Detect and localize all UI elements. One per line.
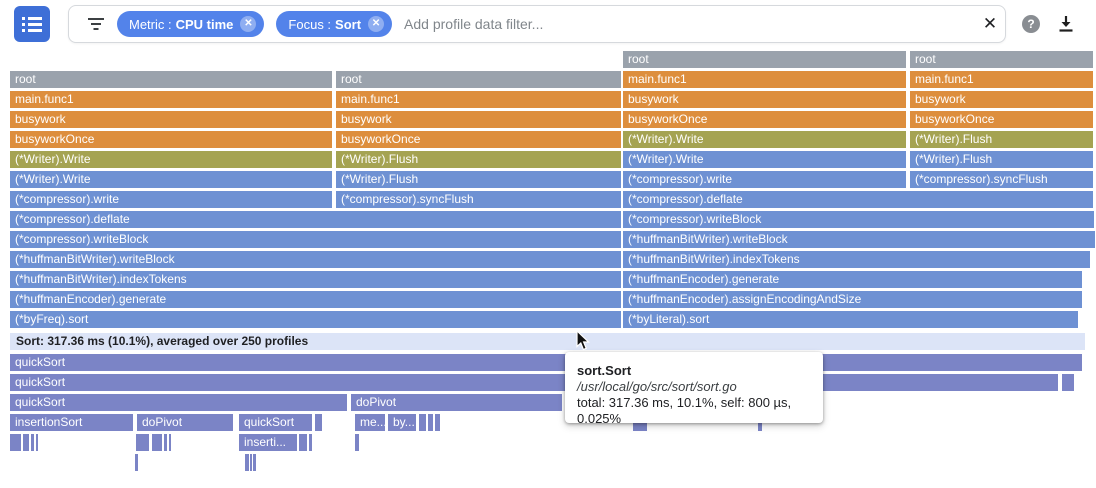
flame-block[interactable]: main.func1 [336, 91, 621, 108]
flame-block[interactable]: busywork [336, 111, 621, 128]
flame-block[interactable]: (*Writer).Flush [336, 151, 621, 168]
flame-block[interactable]: inserti... [239, 434, 297, 451]
flame-block[interactable]: busyworkOnce [623, 111, 906, 128]
flame-block[interactable]: quickSort [10, 354, 1082, 371]
flame-block[interactable]: (*byLiteral).sort [623, 311, 1078, 328]
flame-block[interactable]: (*huffmanEncoder).generate [10, 291, 621, 308]
tooltip-source-path: /usr/local/go/src/sort/sort.go [577, 379, 737, 394]
function-tooltip: sort.Sort /usr/local/go/src/sort/sort.go… [565, 352, 823, 426]
tooltip-function-name: sort.Sort [577, 363, 632, 378]
filter-list-icon [87, 17, 105, 31]
flame-block[interactable]: busyworkOnce [10, 131, 332, 148]
flame-block[interactable] [250, 454, 252, 471]
flame-block[interactable]: root [623, 51, 906, 68]
chip-metric-value: CPU time [175, 16, 234, 32]
download-icon [1059, 16, 1073, 32]
chip-focus-value: Sort [335, 16, 362, 32]
flame-block[interactable]: main.func1 [910, 71, 1093, 88]
flame-block[interactable]: (*huffmanBitWriter).writeBlock [10, 251, 621, 268]
flame-block[interactable]: (*Writer).Flush [910, 131, 1093, 148]
filter-input[interactable] [404, 16, 975, 32]
mouse-cursor-icon [576, 330, 590, 351]
tooltip-stats: total: 317.36 ms, 10.1%, self: 800 µs, 0… [577, 395, 792, 426]
flame-block[interactable]: (*Writer).Flush [336, 171, 621, 188]
menu-button[interactable] [14, 6, 50, 42]
flame-block[interactable]: quickSort [10, 374, 1058, 391]
flame-block[interactable] [435, 414, 440, 431]
download-button[interactable] [1056, 14, 1076, 34]
flame-block[interactable]: insertionSort [10, 414, 133, 431]
flame-block[interactable]: (*byFreq).sort [10, 311, 621, 328]
flame-block[interactable]: by... [388, 414, 416, 431]
flame-block[interactable]: quickSort [239, 414, 312, 431]
filter-bar: Metric :CPU time ✕ Focus :Sort ✕ ✕ [68, 5, 1006, 43]
flame-block[interactable] [136, 434, 149, 451]
flame-block[interactable] [299, 434, 307, 451]
flame-block[interactable]: (*huffmanEncoder).assignEncodingAndSize [623, 291, 1082, 308]
flame-block[interactable] [355, 434, 359, 451]
flame-block[interactable] [135, 454, 138, 471]
flame-block[interactable]: (*Writer).Write [10, 151, 332, 168]
flame-block[interactable]: me... [355, 414, 385, 431]
chip-metric-prefix: Metric : [129, 16, 172, 32]
flame-block[interactable] [152, 434, 162, 451]
flame-block[interactable]: (*huffmanBitWriter).indexTokens [10, 271, 621, 288]
flame-block[interactable]: root [910, 51, 1093, 68]
flame-block[interactable]: (*compressor).write [623, 171, 906, 188]
flame-block[interactable] [309, 434, 312, 451]
flame-block[interactable]: (*Writer).Flush [910, 151, 1093, 168]
chip-metric-close-icon[interactable]: ✕ [240, 16, 257, 32]
flame-block[interactable] [419, 414, 426, 431]
flame-block[interactable]: busywork [623, 91, 906, 108]
flame-block[interactable]: (*huffmanBitWriter).writeBlock [623, 231, 1095, 248]
flame-block[interactable]: busywork [910, 91, 1093, 108]
view-list-icon [22, 16, 42, 32]
chip-focus-close-icon[interactable]: ✕ [368, 16, 385, 32]
help-button[interactable]: ? [1022, 15, 1040, 33]
flame-block[interactable]: main.func1 [623, 71, 906, 88]
flame-block[interactable] [1062, 374, 1074, 391]
flame-block[interactable] [315, 414, 322, 431]
flame-block[interactable]: (*huffmanEncoder).generate [623, 271, 1082, 288]
flame-block[interactable] [164, 434, 167, 451]
flame-block[interactable]: busywork [10, 111, 332, 128]
flame-block[interactable]: busyworkOnce [910, 111, 1093, 128]
flame-block[interactable] [169, 434, 171, 451]
flame-block[interactable]: busyworkOnce [336, 131, 621, 148]
flame-block[interactable]: quickSort [10, 394, 347, 411]
flame-block[interactable] [428, 414, 433, 431]
focus-summary-row[interactable]: Sort: 317.36 ms (10.1%), averaged over 2… [10, 333, 1085, 350]
chip-focus-prefix: Focus : [288, 16, 332, 32]
flame-block[interactable]: (*compressor).syncFlush [910, 171, 1093, 188]
flame-block[interactable] [245, 454, 249, 471]
flame-block[interactable]: (*Writer).Write [623, 131, 906, 148]
flame-block[interactable]: (*compressor).deflate [623, 191, 1093, 208]
flame-block[interactable]: main.func1 [10, 91, 332, 108]
flame-block[interactable]: root [10, 71, 332, 88]
flame-block[interactable] [31, 434, 34, 451]
flame-block[interactable]: doPivot [137, 414, 233, 431]
flame-block[interactable] [23, 434, 29, 451]
flame-block[interactable]: (*compressor).deflate [10, 211, 621, 228]
flame-block[interactable] [36, 434, 38, 451]
flame-block[interactable]: root [336, 71, 621, 88]
flame-block[interactable]: (*compressor).writeBlock [10, 231, 621, 248]
chip-focus[interactable]: Focus : Sort ✕ [276, 11, 393, 37]
flame-block[interactable]: (*Writer).Write [10, 171, 332, 188]
flame-block[interactable]: (*Writer).Write [623, 151, 906, 168]
flame-block[interactable]: doPivot [351, 394, 562, 411]
clear-filters-icon[interactable]: ✕ [982, 14, 998, 33]
flame-block[interactable] [10, 434, 21, 451]
flame-block[interactable]: (*compressor).writeBlock [623, 211, 1094, 228]
flame-block[interactable]: (*compressor).syncFlush [336, 191, 621, 208]
flame-block[interactable]: (*compressor).write [10, 191, 332, 208]
chip-metric[interactable]: Metric : CPU time ✕ [117, 11, 265, 37]
flame-block[interactable] [253, 454, 256, 471]
flame-block[interactable]: (*huffmanBitWriter).indexTokens [623, 251, 1090, 268]
